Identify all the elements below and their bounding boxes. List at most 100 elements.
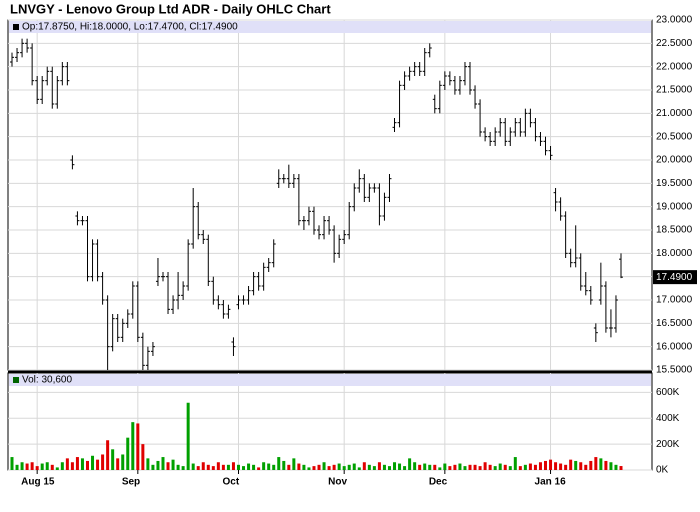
volume-bar <box>393 462 397 470</box>
volume-bar <box>20 462 24 470</box>
volume-bar <box>564 464 568 470</box>
volume-bar <box>584 464 588 470</box>
volume-bar <box>45 462 49 470</box>
volume-bar <box>70 462 74 470</box>
volume-bar <box>302 464 306 470</box>
volume-bar <box>483 462 487 470</box>
volume-bar <box>488 464 492 470</box>
volume-bar <box>498 463 502 470</box>
volume-bar <box>10 457 14 470</box>
y2-tick-label: 600K <box>656 387 680 398</box>
x-tick-label: Sep <box>122 477 140 488</box>
volume-bar <box>347 464 351 470</box>
volume-bar <box>387 466 391 470</box>
y-tick-label: 22.5000 <box>656 38 693 49</box>
y-tick-label: 18.5000 <box>656 225 693 236</box>
volume-bar <box>242 466 246 470</box>
volume-bar <box>141 444 145 470</box>
volume-bar <box>518 466 522 470</box>
volume-bar <box>91 455 95 470</box>
chart-title: LNVGY - Lenovo Group Ltd ADR - Daily OHL… <box>10 1 331 16</box>
volume-bar <box>559 463 563 470</box>
volume-bar <box>453 464 457 470</box>
y-tick-label: 23.0000 <box>656 15 693 26</box>
volume-bar <box>221 464 225 470</box>
volume-bar <box>297 463 301 470</box>
volume-bar <box>357 467 361 470</box>
x-tick-label: Nov <box>328 477 347 488</box>
volume-bar <box>96 459 100 470</box>
volume-bar <box>609 462 613 470</box>
volume-bar <box>569 459 573 470</box>
volume-bar <box>166 462 170 470</box>
volume-bar <box>352 463 356 470</box>
volume-bar <box>367 464 371 470</box>
x-tick-label: Dec <box>429 477 448 488</box>
volume-bar <box>35 466 39 470</box>
volume-bar <box>614 464 618 470</box>
volume-bar <box>211 466 215 470</box>
volume-bar <box>191 463 195 470</box>
volume-bar <box>216 462 220 470</box>
y-tick-label: 20.5000 <box>656 131 693 142</box>
volume-marker <box>13 377 19 383</box>
volume-bar <box>503 464 507 470</box>
volume-bar <box>428 464 432 470</box>
volume-bar-header <box>9 374 651 386</box>
y-tick-label: 21.5000 <box>656 85 693 96</box>
volume-bar <box>408 458 412 470</box>
last-price-box <box>653 270 697 285</box>
volume-bar <box>252 464 256 470</box>
y2-tick-label: 0K <box>656 465 669 476</box>
volume-bar <box>55 467 59 470</box>
x-tick-label: Aug 15 <box>21 477 55 488</box>
volume-bar <box>322 462 326 470</box>
volume-bar <box>528 463 532 470</box>
y-tick-label: 19.5000 <box>656 178 693 189</box>
volume-bar <box>337 463 341 470</box>
volume-bar <box>231 462 235 470</box>
volume-bar <box>75 457 79 470</box>
volume-bar <box>136 423 140 470</box>
x-tick-label: Oct <box>222 477 239 488</box>
volume-bar <box>327 466 331 470</box>
volume-bar <box>111 449 115 470</box>
volume-bar <box>25 463 29 470</box>
volume-bar <box>176 464 180 470</box>
volume-bar <box>262 462 266 470</box>
volume-bar <box>206 464 210 470</box>
volume-bar <box>433 464 437 470</box>
volume-bar <box>292 458 296 470</box>
volume-bar <box>508 466 512 470</box>
y-tick-label: 15.5000 <box>656 365 693 376</box>
volume-bar <box>342 466 346 470</box>
volume-bar <box>171 459 175 470</box>
volume-bar <box>287 464 291 470</box>
volume-bar <box>463 466 467 470</box>
volume-bar <box>604 460 608 470</box>
volume-bar <box>523 464 527 470</box>
volume-bar <box>60 462 64 470</box>
volume-bar <box>257 467 261 470</box>
y-tick-label: 19.0000 <box>656 201 693 212</box>
volume-bar <box>478 466 482 470</box>
volume-bar <box>594 457 598 470</box>
last-price-label: 17.4900 <box>656 272 693 283</box>
volume-bar <box>549 459 553 470</box>
volume-bar <box>468 464 472 470</box>
volume-bar <box>398 463 402 470</box>
volume-bar <box>382 464 386 470</box>
volume-bar <box>533 464 537 470</box>
volume-bar <box>131 422 135 470</box>
volume-bar <box>458 463 462 470</box>
volume-bar <box>277 457 281 470</box>
volume-bar <box>121 454 125 470</box>
volume-bar <box>236 464 240 470</box>
volume-bar <box>101 454 105 470</box>
volume-bar <box>362 462 366 470</box>
volume-bar <box>418 464 422 470</box>
volume-bar <box>377 462 381 470</box>
volume-bar <box>473 464 477 470</box>
